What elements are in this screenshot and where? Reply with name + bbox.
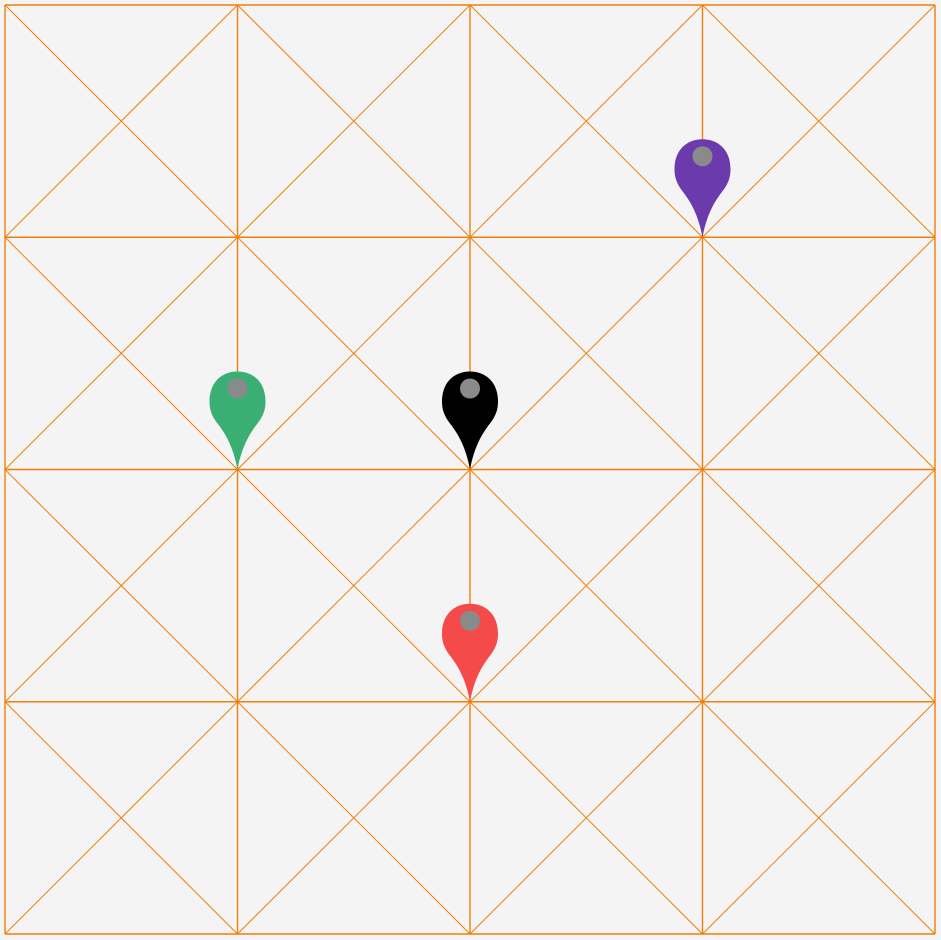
marker-center-dot xyxy=(692,146,713,167)
map-pin-icon xyxy=(442,603,498,702)
grid-diagonal-line xyxy=(4,701,238,935)
marker-center-dot xyxy=(227,378,248,399)
grid-diagonal-line xyxy=(702,469,936,703)
grid-diagonal-line xyxy=(4,236,238,470)
grid-diagonal-line xyxy=(237,236,471,470)
marker-center-dot xyxy=(460,378,480,399)
marker-black[interactable] xyxy=(442,371,498,470)
grid-diagonal-line xyxy=(702,236,936,470)
grid-diagonal-line xyxy=(237,701,471,935)
map-pin-icon xyxy=(209,371,266,470)
map-pin-icon xyxy=(674,139,731,238)
grid-diagonal-line xyxy=(237,469,471,703)
grid-diagonal-line xyxy=(237,4,471,238)
marker-green[interactable] xyxy=(209,371,266,470)
grid-diagonal-line xyxy=(469,701,703,935)
grid-diagonal-line xyxy=(4,4,238,238)
grid-diagonal-line xyxy=(469,469,703,703)
marker-purple[interactable] xyxy=(674,139,731,238)
grid-diagonal-line xyxy=(702,4,936,238)
grid-diagonal-line xyxy=(4,469,238,703)
marker-center-dot xyxy=(460,610,480,631)
map-pin-icon xyxy=(442,371,498,470)
grid-diagonal-line xyxy=(469,4,703,238)
grid-diagonal-line xyxy=(469,236,703,470)
grid-diagonal-line xyxy=(702,701,936,935)
markers-layer xyxy=(209,139,731,702)
grid-lines xyxy=(4,4,936,935)
marker-red[interactable] xyxy=(442,603,498,702)
